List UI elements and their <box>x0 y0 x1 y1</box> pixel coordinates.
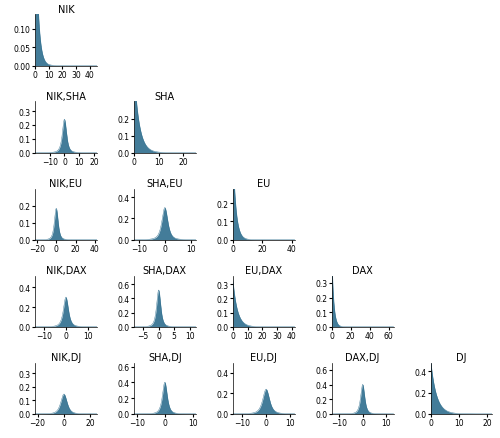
Title: DAX: DAX <box>352 265 373 275</box>
Title: SHA,DAX: SHA,DAX <box>143 265 187 275</box>
Title: SHA,DJ: SHA,DJ <box>148 352 182 362</box>
Title: NIK,DJ: NIK,DJ <box>51 352 81 362</box>
Title: EU,DAX: EU,DAX <box>245 265 282 275</box>
Title: DJ: DJ <box>456 352 467 362</box>
Title: DAX,DJ: DAX,DJ <box>346 352 380 362</box>
Title: EU,DJ: EU,DJ <box>250 352 277 362</box>
Title: SHA,EU: SHA,EU <box>146 178 183 188</box>
Title: SHA: SHA <box>155 92 175 102</box>
Title: EU: EU <box>257 178 270 188</box>
Title: NIK,EU: NIK,EU <box>50 178 82 188</box>
Title: NIK: NIK <box>58 4 74 14</box>
Title: NIK,DAX: NIK,DAX <box>46 265 86 275</box>
Title: NIK,SHA: NIK,SHA <box>46 92 86 102</box>
